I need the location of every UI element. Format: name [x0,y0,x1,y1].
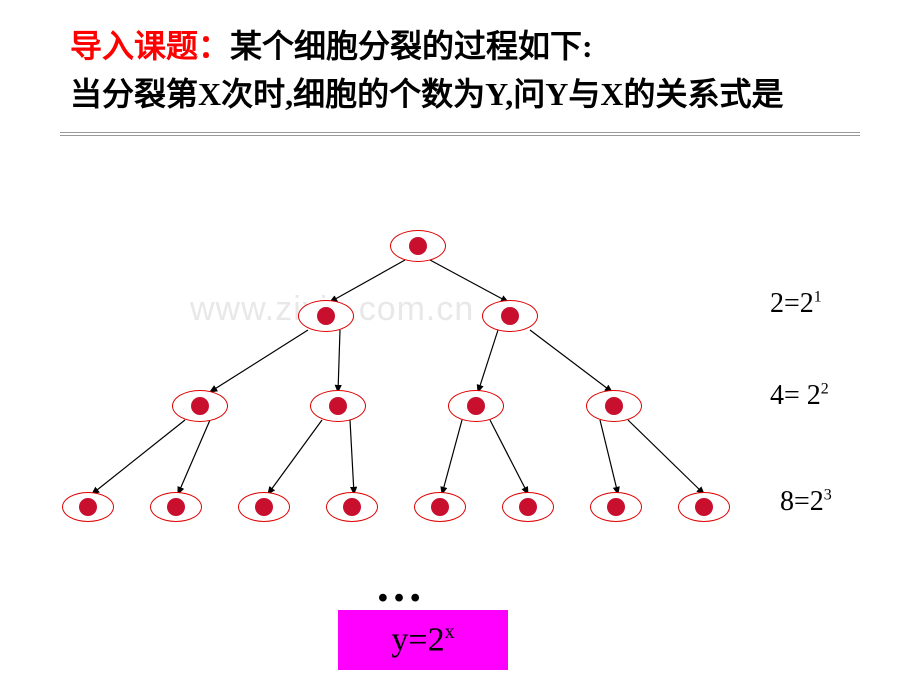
cell-node [310,390,366,422]
cell-node [298,300,354,332]
cell-node [238,492,290,522]
title-rest1: 某个细胞分裂的过程如下: [230,28,593,64]
title-block: 导入课题：某个细胞分裂的过程如下: 当分裂第X次时,细胞的个数为Y,问Y与X的关… [0,0,920,126]
cell-node [150,492,202,522]
cell-node [172,390,228,422]
cell-node [62,492,114,522]
title-underline [60,132,860,136]
formula: y=2x [391,621,454,659]
cell-node [326,492,378,522]
cell-node [590,492,642,522]
title-lead: 导入课题： [70,28,230,64]
cell-node [414,492,466,522]
cell-node [502,492,554,522]
cell-tree-diagram [0,230,920,560]
formula-box: y=2x [338,610,508,670]
cell-node [678,492,730,522]
cell-node [586,390,642,422]
title-rest2: 当分裂第X次时,细胞的个数为Y,问Y与X的关系式是 [70,76,784,112]
ellipsis: … [375,558,425,613]
cell-node [448,390,504,422]
cell-node [482,300,538,332]
cell-node [390,230,446,262]
